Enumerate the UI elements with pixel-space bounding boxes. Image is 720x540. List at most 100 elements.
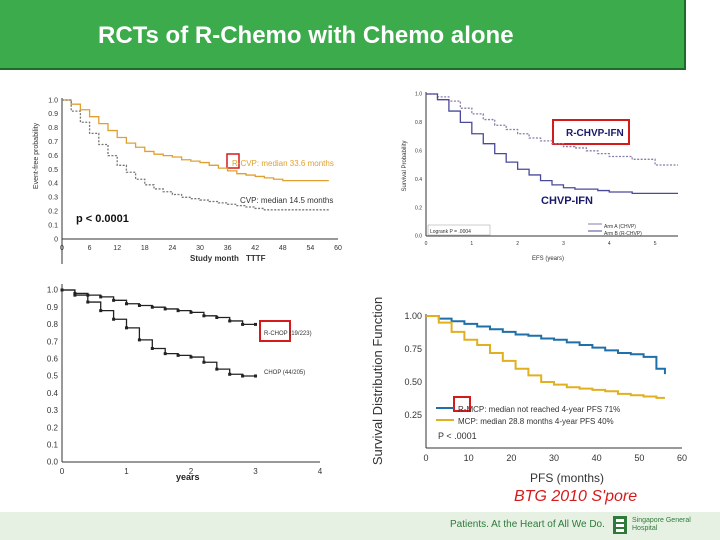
chart2-ytick: 0.0 <box>415 234 422 240</box>
chart3-highlight-box <box>259 320 291 342</box>
chart-3: years 0 1 2 3 4 1.0 0.9 0.8 0.7 0.6 0.5 0.4 0.3 0.2 0.… <box>47 284 323 482</box>
chart1-xtick: 0 <box>60 245 64 252</box>
chart1-ytick: 0 <box>54 236 58 243</box>
chart4-xtick: 40 <box>592 453 602 463</box>
chart1-ytick: 0.4 <box>48 181 58 188</box>
chart-panel-3: years 0 1 2 3 4 1.0 0.9 0.8 0.7 0.6 0.5 0.4 0.3 0.2 0.… <box>38 278 338 486</box>
chart4-xtick: 30 <box>549 453 559 463</box>
chart4-xtick: 20 <box>506 453 516 463</box>
slide-title: RCTs of R-Chemo with Chemo alone <box>98 22 514 49</box>
chart3-xtick: 1 <box>124 467 129 476</box>
chart3-point <box>176 353 180 357</box>
footer-hospital: Singapore General Hospital <box>632 517 691 532</box>
chart1-series-label: R-CVP: median 33.6 months <box>232 159 334 168</box>
chart3-point <box>112 317 116 321</box>
chart3-point <box>241 322 245 326</box>
chart2-logrank-box <box>427 224 491 236</box>
chart2-label-low: CHVP-IFN <box>541 195 593 207</box>
chart3-xtick: 0 <box>60 467 65 476</box>
chart3-xtick: 3 <box>253 467 258 476</box>
chart3-series-line <box>62 289 256 326</box>
chart1-series-label: CVP: median 14.5 months <box>240 196 333 205</box>
chart2-box-label: R-CHVP-IFN <box>566 128 624 139</box>
chart3-ytick: 1.0 <box>47 286 59 295</box>
chart2-logrank: Logrank P = .0004 <box>430 229 471 235</box>
chart4-ytick: 0.50 <box>404 377 422 387</box>
chart2-xtick: 1 <box>470 241 473 247</box>
chart3-point <box>202 360 206 364</box>
chart3-xlabel: years <box>176 472 200 482</box>
chart1-xtick: 60 <box>334 245 342 252</box>
chart4-xlabel: PFS (months) <box>530 471 604 485</box>
chart3-ytick: 0.0 <box>47 458 59 467</box>
chart1-pval: p < 0.0001 <box>76 213 129 225</box>
chart4-ytick: 0.25 <box>404 410 422 420</box>
chart3-point <box>254 322 257 326</box>
chart3-point <box>215 367 219 371</box>
chart3-point <box>112 298 116 302</box>
chart3-series-line <box>62 289 256 377</box>
chart1-ytick: 0.8 <box>48 125 58 132</box>
chart2-xtick: 5 <box>654 241 657 247</box>
chart3-point <box>137 303 141 307</box>
chart-1: Event-free probability Study month TTTF … <box>33 97 342 322</box>
chart3-point <box>189 355 193 359</box>
chart3-xtick: 4 <box>318 467 323 476</box>
chart1-xlabel: Study month <box>190 254 239 263</box>
chart4-ylabel: Survival Distribution Function <box>370 297 385 465</box>
chart3-point <box>86 300 90 304</box>
chart2-series-line <box>426 93 678 195</box>
chart1-xlabel-extra: TTTF <box>246 254 266 263</box>
chart3-point <box>125 302 128 306</box>
chart3-xtick: 2 <box>189 467 194 476</box>
chart4-xtick: 60 <box>677 453 687 463</box>
chart4-series-label: R-MCP: median not reached 4-year PFS 71% <box>458 405 620 414</box>
chart2-ytick: 0.2 <box>415 205 422 211</box>
chart1-xtick: 18 <box>141 245 149 252</box>
chart1-ytick: 0.1 <box>48 222 58 229</box>
chart2-highlight-box <box>552 119 630 145</box>
chart4-ytick: 0.75 <box>404 344 422 354</box>
chart4-xtick: 50 <box>634 453 644 463</box>
chart4-series-line <box>426 315 665 399</box>
chart3-point <box>202 314 206 318</box>
chart-4: Survival Distribution Function PFS (mont… <box>370 297 687 485</box>
chart3-series-label: CHOP (44/205) <box>264 370 305 376</box>
chart2-ytick: 0.6 <box>415 148 422 154</box>
chart2-ytick: 0.4 <box>415 177 422 183</box>
chart1-ytick: 0.9 <box>48 111 58 118</box>
chart3-point <box>228 372 232 376</box>
chart3-point <box>254 374 257 378</box>
chart-2: Survival Probability EFS (years) R-CHVP-… <box>402 92 678 262</box>
chart1-xtick: 48 <box>279 245 287 252</box>
chart3-ytick: 0.3 <box>47 406 59 415</box>
chart3-point <box>60 288 64 292</box>
chart1-highlight-box <box>226 153 240 169</box>
chart2-ytick: 1.0 <box>415 92 422 98</box>
chart3-point <box>99 309 103 313</box>
chart3-ytick: 0.8 <box>47 320 59 329</box>
chart1-xtick: 12 <box>113 245 121 252</box>
chart3-point <box>215 316 219 320</box>
chart1-series-line <box>62 99 329 182</box>
chart2-ylabel: Survival Probability <box>402 140 408 191</box>
chart3-ytick: 0.1 <box>47 440 59 449</box>
chart1-xtick: 30 <box>196 245 204 252</box>
chart1-ytick: 1.0 <box>48 97 58 104</box>
chart-panel-1: Event-free probability Study month TTTF … <box>0 86 360 322</box>
chart3-point <box>150 346 154 350</box>
chart3-ytick: 0.4 <box>47 389 59 398</box>
footer: Patients. At the Heart of All We Do. Sin… <box>0 512 720 540</box>
chart3-ytick: 0.5 <box>47 372 59 381</box>
chart2-legend-a: Arm A (CHVP) <box>604 224 636 230</box>
chart-panel-2: Survival Probability EFS (years) R-CHVP-… <box>398 86 688 264</box>
chart4-series-label: MCP: median 28.8 months 4-year PFS 40% <box>458 417 614 426</box>
chart3-point <box>137 338 141 342</box>
chart3-ytick: 0.9 <box>47 303 59 312</box>
chart1-xtick: 54 <box>307 245 315 252</box>
chart4-pval: P < .0001 <box>438 431 477 441</box>
chart-panel-4: Survival Distribution Function PFS (mont… <box>366 296 692 492</box>
chart3-point <box>150 305 154 309</box>
chart1-xtick: 6 <box>88 245 92 252</box>
chart1-ytick: 0.2 <box>48 209 58 216</box>
